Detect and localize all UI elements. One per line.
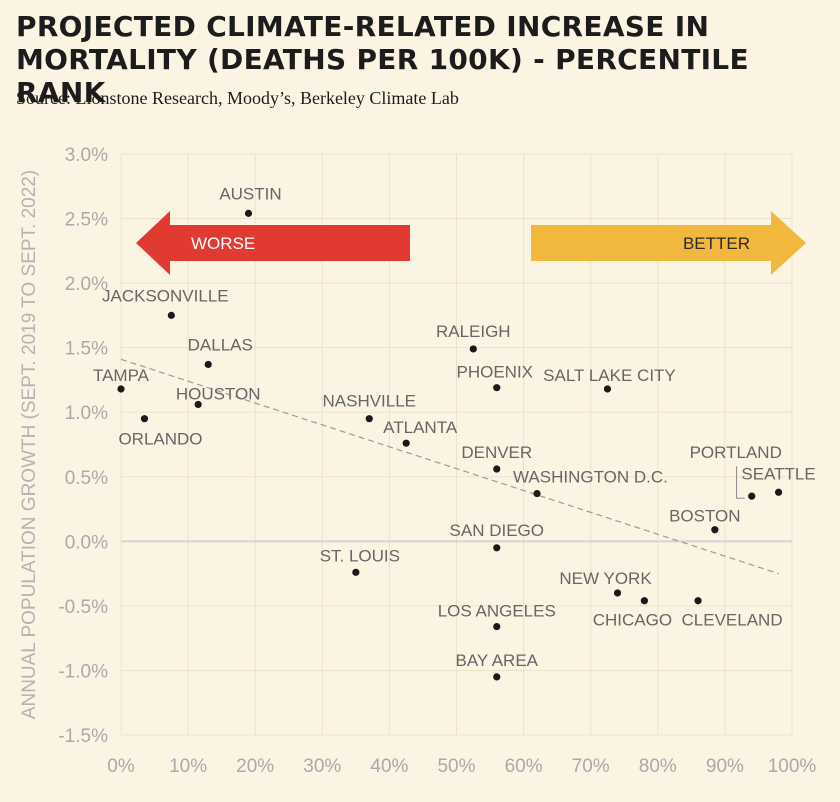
point-raleigh [469, 345, 477, 353]
point-label-san-diego: SAN DIEGO [450, 521, 544, 540]
y-tick-label: 2.5% [65, 210, 108, 231]
point-houston [194, 400, 202, 409]
x-tick-label: 0% [107, 756, 135, 777]
chart-title: PROJECTED CLIMATE-RELATED INCREASE IN MO… [16, 10, 749, 109]
point-label-seattle: SEATTLE [741, 464, 815, 483]
point-seattle [774, 488, 783, 496]
point-label-los-angeles: LOS ANGELES [438, 602, 556, 621]
point-label-bay-area: BAY AREA [455, 651, 538, 670]
point-denver [493, 465, 501, 473]
point-label-austin: AUSTIN [219, 184, 281, 203]
point-label-chicago: CHICAGO [593, 611, 672, 630]
point-orlando [140, 415, 149, 423]
point-label-cleveland: CLEVELAND [682, 611, 783, 630]
point-label-salt-lake-city: SALT LAKE CITY [543, 366, 676, 385]
point-label-raleigh: RALEIGH [436, 322, 511, 341]
point-los-angeles [493, 622, 501, 631]
point-dallas [204, 360, 212, 369]
point-phoenix [493, 384, 501, 392]
point-salt-lake-city [603, 385, 612, 393]
x-tick-label: 80% [639, 756, 677, 777]
point-label-orlando: ORLANDO [118, 430, 202, 449]
point-san-diego [493, 544, 501, 552]
point-washington-d-c [533, 489, 541, 498]
point-nashville [365, 415, 373, 423]
axes: 0% 10% 20% 30% 40% 50% 60% 70% 80% 90% 100% 3.0% 2.5… [19, 145, 816, 777]
y-tick-label: 1.0% [65, 403, 108, 424]
point-label-tampa: TAMPA [93, 366, 150, 385]
point-bay-area [493, 673, 501, 681]
data-points: AUSTIN JACKSONVILLE DALLAS TAMPA HOUSTON ORLA… [93, 184, 816, 681]
point-label-phoenix: PHOENIX [456, 363, 533, 382]
point-label-boston: BOSTON [669, 507, 740, 526]
point-chicago [640, 597, 648, 605]
better-arrow [531, 211, 806, 275]
trendline [120, 358, 779, 575]
point-st-louis [352, 568, 360, 576]
point-austin [244, 209, 253, 217]
point-new-york [613, 589, 622, 597]
x-tick-label: 50% [437, 756, 475, 777]
x-tick-label: 10% [169, 756, 207, 777]
y-tick-label: 1.5% [65, 339, 108, 360]
y-tick-label: -1.5% [58, 726, 108, 747]
point-atlanta [402, 439, 410, 447]
chart-subtitle: Source: Lionstone Research, Moody’s, Ber… [16, 88, 459, 108]
x-tick-label: 70% [572, 756, 610, 777]
y-tick-label: -1.0% [58, 661, 108, 682]
y-axis-label: ANNUAL POPULATION GROWTH (SEPT. 2019 TO … [19, 170, 40, 719]
point-label-denver: DENVER [461, 443, 532, 462]
better-label: BETTER [683, 234, 750, 253]
point-label-dallas: DALLAS [188, 335, 253, 354]
point-cleveland [694, 597, 702, 605]
point-label-jacksonville: JACKSONVILLE [102, 286, 229, 305]
x-tick-label: 30% [303, 756, 341, 777]
worse-arrow [136, 211, 410, 275]
point-boston [711, 526, 719, 534]
point-label-houston: HOUSTON [176, 384, 261, 403]
x-tick-label: 60% [505, 756, 543, 777]
y-tick-label: 2.0% [65, 274, 108, 295]
y-tick-label: 3.0% [65, 145, 108, 166]
point-label-st-louis: ST. LOUIS [320, 546, 400, 565]
direction-arrows: WORSE BETTER [136, 211, 806, 275]
point-portland [748, 492, 756, 500]
point-tampa [117, 385, 125, 393]
x-tick-label: 40% [370, 756, 408, 777]
point-label-new-york: NEW YORK [559, 569, 652, 588]
y-tick-label: 0.5% [65, 468, 108, 489]
point-label-atlanta: ATLANTA [383, 418, 458, 437]
x-tick-label: 100% [768, 756, 817, 777]
worse-label: WORSE [191, 234, 255, 253]
point-label-portland: PORTLAND [690, 443, 782, 462]
x-tick-label: 90% [706, 756, 744, 777]
point-label-nashville: NASHVILLE [322, 392, 416, 411]
trendline-group [120, 358, 779, 575]
point-label-washington-d-c: WASHINGTON D.C. [513, 468, 668, 487]
point-jacksonville [167, 311, 175, 319]
y-tick-label: 0.0% [65, 532, 108, 553]
seattle-leader-line [736, 466, 745, 499]
x-tick-label: 20% [236, 756, 274, 777]
y-tick-label: -0.5% [58, 597, 108, 618]
